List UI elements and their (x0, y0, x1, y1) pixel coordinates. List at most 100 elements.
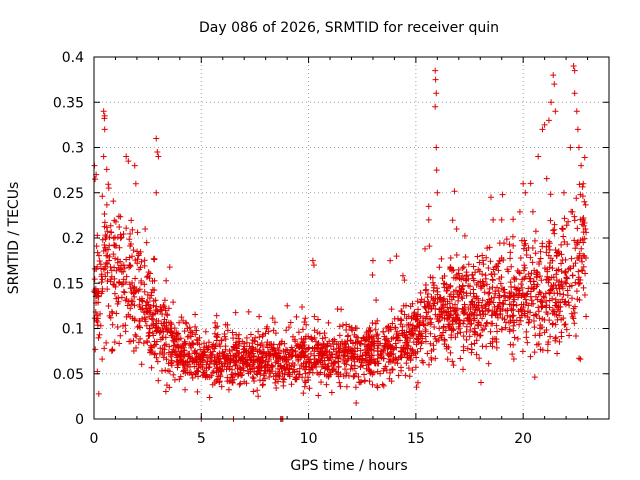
data-point (444, 356, 451, 363)
data-point (104, 228, 111, 235)
data-point (175, 344, 182, 351)
data-point (568, 295, 575, 302)
data-point (116, 279, 123, 286)
data-point (369, 257, 376, 264)
data-point (457, 329, 464, 336)
data-point (439, 275, 446, 282)
data-point (149, 316, 156, 323)
data-point (268, 368, 275, 375)
data-point (571, 237, 578, 244)
data-point (542, 290, 549, 297)
data-point (100, 266, 107, 273)
data-point (573, 108, 580, 115)
data-point (354, 353, 361, 360)
data-point (424, 350, 431, 357)
data-point (541, 329, 548, 336)
data-point (174, 331, 181, 338)
data-point (229, 379, 236, 386)
data-point (557, 281, 564, 288)
data-point (99, 193, 106, 200)
data-point (104, 286, 111, 293)
data-point (331, 366, 338, 373)
data-point (403, 360, 410, 367)
data-point (138, 361, 145, 368)
data-point (510, 322, 517, 329)
data-point (289, 360, 296, 367)
data-point (98, 271, 105, 278)
data-point (556, 338, 563, 345)
data-point (405, 365, 412, 372)
data-point (471, 315, 478, 322)
data-point (579, 193, 586, 200)
data-point (139, 305, 146, 312)
data-point (530, 318, 537, 325)
data-point (286, 362, 293, 369)
data-point (236, 381, 243, 388)
data-point (522, 189, 529, 196)
data-point (251, 337, 258, 344)
data-point (576, 355, 583, 362)
data-point (144, 299, 151, 306)
data-point (102, 244, 109, 251)
data-point (459, 265, 466, 272)
data-point (532, 250, 539, 257)
data-point (154, 149, 161, 156)
data-point (151, 350, 158, 357)
data-point (463, 290, 470, 297)
data-point (127, 338, 134, 345)
data-point (293, 313, 300, 320)
data-point (552, 334, 559, 341)
data-point (428, 356, 435, 363)
data-point (387, 351, 394, 358)
data-point (95, 252, 102, 259)
data-point (181, 328, 188, 335)
data-point (551, 81, 558, 88)
data-point (184, 333, 191, 340)
data-point (334, 305, 341, 312)
data-point (262, 358, 269, 365)
data-point (288, 381, 295, 388)
data-point (107, 264, 114, 271)
data-point (328, 389, 335, 396)
data-point (150, 297, 157, 304)
data-point (168, 321, 175, 328)
data-point (491, 335, 498, 342)
data-point (394, 360, 401, 367)
data-point (387, 257, 394, 264)
data-point (100, 153, 107, 160)
data-point (368, 352, 375, 359)
data-point (157, 327, 164, 334)
data-point (294, 368, 301, 375)
data-point (295, 329, 302, 336)
data-point (195, 361, 202, 368)
data-point (517, 317, 524, 324)
data-point (118, 262, 125, 269)
data-point (577, 356, 584, 363)
data-point (427, 330, 434, 337)
data-point (170, 337, 177, 344)
data-point (563, 280, 570, 287)
data-point (197, 355, 204, 362)
data-point (447, 312, 454, 319)
data-point (255, 328, 262, 335)
data-point (321, 365, 328, 372)
data-point (477, 332, 484, 339)
data-point (116, 244, 123, 251)
data-point (380, 382, 387, 389)
data-point (311, 361, 318, 368)
data-point (109, 321, 116, 328)
data-point (170, 299, 177, 306)
data-point (157, 303, 164, 310)
data-point (581, 198, 588, 205)
data-point (489, 284, 496, 291)
data-point (205, 344, 212, 351)
chart-title: Day 086 of 2026, SRMTID for receiver qui… (199, 20, 499, 36)
data-point (560, 189, 567, 196)
data-point (374, 338, 381, 345)
data-point (361, 378, 368, 385)
data-point (146, 304, 153, 311)
data-point (345, 355, 352, 362)
data-point (501, 289, 508, 296)
data-point (506, 241, 513, 248)
data-point (417, 299, 424, 306)
